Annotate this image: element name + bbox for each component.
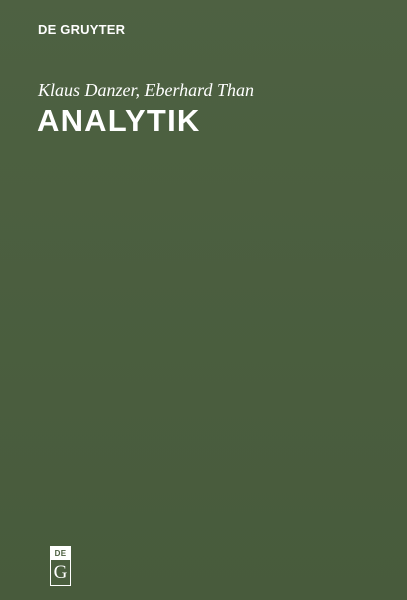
de-gruyter-logo-letter: G [53,562,68,583]
book-authors: Klaus Danzer, Eberhard Than [38,80,255,100]
de-gruyter-logo-top: DE [51,547,70,560]
book-title: ANALYTIK [37,103,201,138]
de-gruyter-logo: DE G [50,546,71,586]
publisher-name: DE GRUYTER [38,22,126,37]
